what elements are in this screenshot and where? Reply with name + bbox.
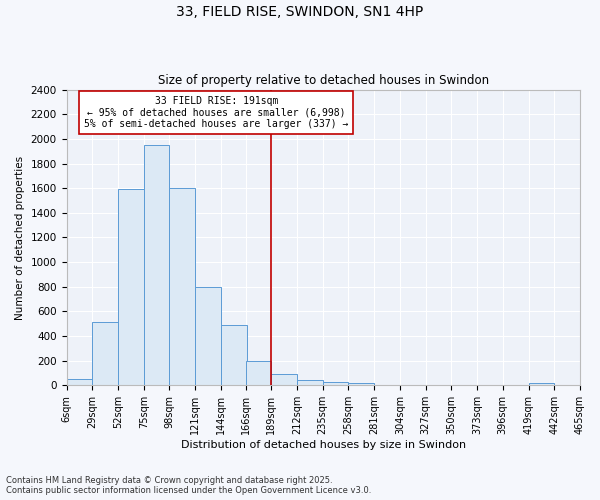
Text: 33 FIELD RISE: 191sqm
← 95% of detached houses are smaller (6,998)
5% of semi-de: 33 FIELD RISE: 191sqm ← 95% of detached …	[84, 96, 349, 129]
Bar	[169, 188, 195, 386]
Y-axis label: Number of detached properties: Number of detached properties	[15, 156, 25, 320]
Bar	[144, 145, 169, 386]
X-axis label: Distribution of detached houses by size in Swindon: Distribution of detached houses by size …	[181, 440, 466, 450]
Bar	[271, 374, 297, 386]
Bar	[323, 382, 349, 386]
Bar	[92, 322, 118, 386]
Text: 33, FIELD RISE, SWINDON, SN1 4HP: 33, FIELD RISE, SWINDON, SN1 4HP	[176, 5, 424, 19]
Text: Contains HM Land Registry data © Crown copyright and database right 2025.
Contai: Contains HM Land Registry data © Crown c…	[6, 476, 371, 495]
Bar	[118, 190, 144, 386]
Bar	[349, 384, 374, 386]
Bar	[374, 384, 400, 386]
Bar	[221, 325, 247, 386]
Bar	[67, 379, 92, 386]
Bar	[529, 383, 554, 386]
Bar	[297, 380, 323, 386]
Bar	[195, 287, 221, 386]
Title: Size of property relative to detached houses in Swindon: Size of property relative to detached ho…	[158, 74, 489, 87]
Bar	[245, 360, 271, 386]
